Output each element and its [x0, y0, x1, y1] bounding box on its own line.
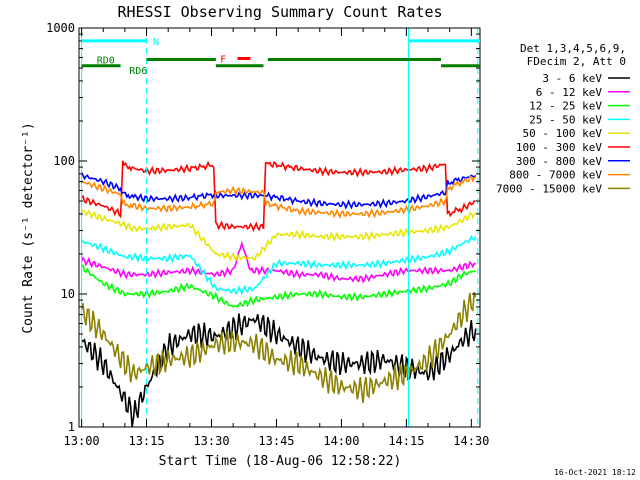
series-line-5 — [81, 208, 477, 262]
annotation-n: N — [153, 37, 159, 48]
x-tick-label: 13:30 — [193, 434, 229, 448]
x-tick-label: 13:00 — [64, 434, 100, 448]
annotation-rd6: RD6 — [129, 66, 147, 77]
legend-label: 25 - 50 keV — [529, 113, 602, 126]
y-tick-label: 1000 — [46, 21, 75, 35]
legend-label: 100 - 300 keV — [516, 141, 602, 154]
plot-frame — [78, 27, 481, 428]
legend-label: 3 - 6 keV — [542, 72, 602, 85]
state-annotations: N F RD0 RD6 — [81, 37, 480, 77]
legend-header-line: Det 1,3,4,5,6,9, — [520, 42, 626, 55]
legend-label: 12 - 25 keV — [529, 100, 602, 113]
chart-title: RHESSI Observing Summary Count Rates — [117, 3, 442, 21]
y-tick-label: 100 — [53, 154, 75, 168]
x-tick-label: 13:15 — [128, 434, 164, 448]
y-tick-label: 10 — [61, 287, 75, 301]
annotation-rd0: RD0 — [97, 55, 115, 66]
legend-label: 50 - 100 keV — [523, 127, 603, 140]
series-line-1 — [81, 313, 477, 427]
x-tick-label: 14:15 — [388, 434, 424, 448]
x-tick-label: 14:30 — [453, 434, 489, 448]
x-tick-label: 14:00 — [323, 434, 359, 448]
legend-label: 6 - 12 keV — [536, 86, 603, 99]
y-axis-label: Count Rate (s⁻¹ detector⁻¹) — [21, 122, 36, 333]
x-axis-label: Start Time (18-Aug-06 12:58:22) — [159, 454, 402, 469]
legend: Det 1,3,4,5,6,9,FDecim 2, Att 0 3 - 6 keV… — [496, 42, 630, 195]
y-tick-label: 1 — [68, 420, 75, 434]
annotation-f: F — [220, 54, 226, 65]
series-line-4 — [80, 234, 477, 296]
legend-label: 800 - 7000 keV — [509, 169, 602, 182]
series-line-9 — [80, 291, 477, 403]
x-tick-label: 13:45 — [258, 434, 294, 448]
legend-label: 7000 - 15000 keV — [496, 182, 602, 195]
legend-label: 300 - 800 keV — [516, 155, 602, 168]
y-axis: 1 10 100 1000 — [46, 21, 480, 434]
x-axis: 13:00 13:15 13:30 13:45 14:00 14:15 14:30 — [64, 28, 489, 448]
series-line-3 — [81, 264, 477, 308]
legend-header-line: FDecim 2, Att 0 — [527, 55, 626, 68]
generation-timestamp: 16-Oct-2021 18:12 — [554, 468, 636, 477]
series-line-2 — [80, 240, 476, 284]
plot-area — [80, 28, 479, 427]
series-line-7 — [80, 172, 477, 210]
